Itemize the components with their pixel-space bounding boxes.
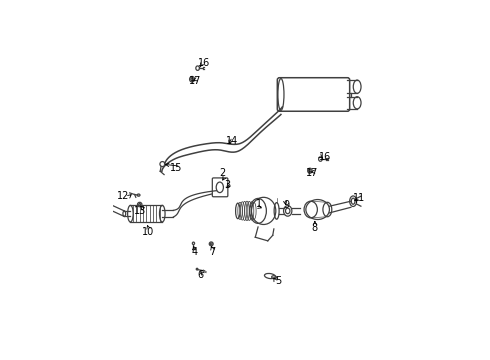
- Text: 15: 15: [170, 163, 182, 174]
- Text: 5: 5: [275, 276, 281, 286]
- Text: 16: 16: [319, 152, 332, 162]
- Text: 12: 12: [117, 191, 129, 201]
- Text: 14: 14: [226, 136, 239, 146]
- Text: 10: 10: [143, 227, 155, 237]
- Text: 1: 1: [256, 199, 263, 209]
- Text: 7: 7: [209, 247, 216, 257]
- Text: 9: 9: [284, 199, 290, 210]
- Text: 17: 17: [189, 76, 201, 86]
- Text: 16: 16: [198, 58, 210, 68]
- Text: 8: 8: [312, 222, 318, 233]
- Text: 13: 13: [134, 206, 147, 216]
- Text: 6: 6: [197, 270, 204, 280]
- Text: 17: 17: [306, 168, 318, 179]
- Text: 2: 2: [220, 168, 226, 179]
- Text: 11: 11: [352, 193, 365, 203]
- Text: 3: 3: [224, 180, 231, 190]
- Text: 4: 4: [191, 247, 197, 257]
